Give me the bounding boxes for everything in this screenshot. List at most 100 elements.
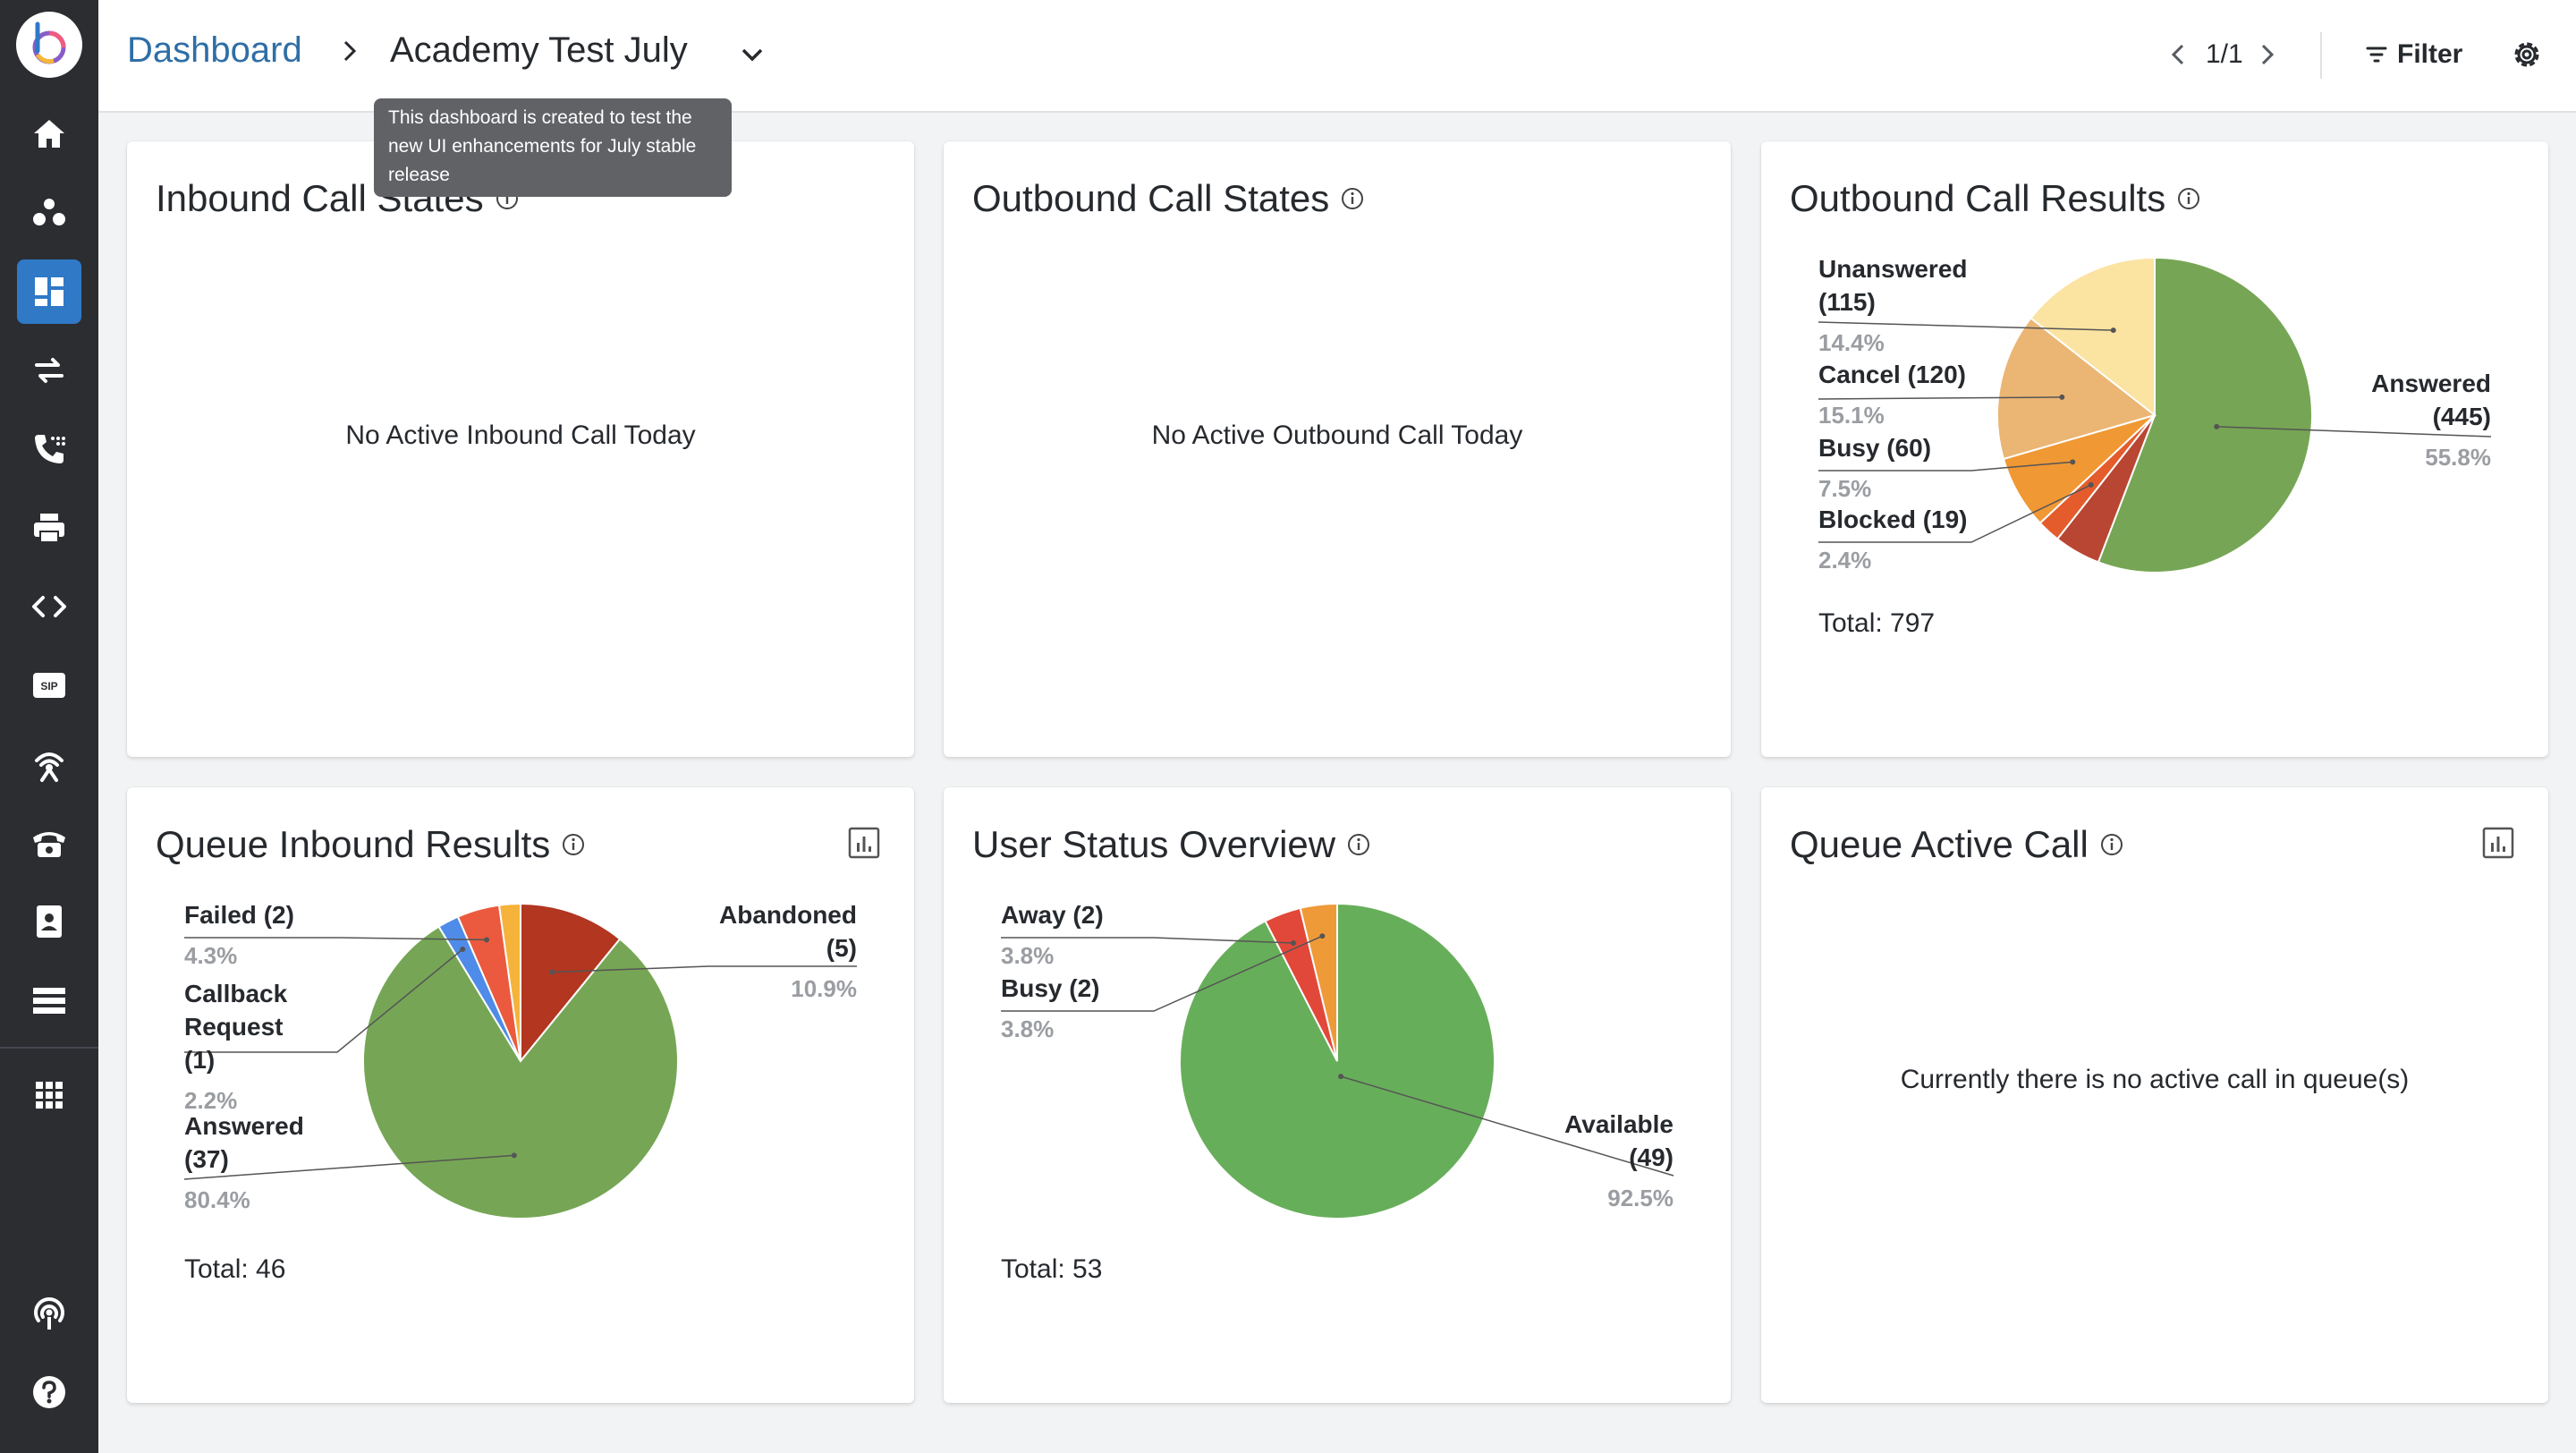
chevron-down-icon[interactable] xyxy=(737,39,767,70)
leader-dot-cancel xyxy=(2059,394,2065,400)
inbound-call-states-card: Inbound Call States No Active Inbound Ca… xyxy=(127,141,914,757)
pie-percent-unanswered: 14.4% xyxy=(1818,329,1885,356)
pager-prev-icon[interactable] xyxy=(2166,39,2190,70)
dashboard-title: Academy Test July xyxy=(390,30,688,70)
pie-label-answered: (37) xyxy=(184,1145,229,1173)
leader-dot-failed xyxy=(484,937,490,943)
pie-slice-answered[interactable] xyxy=(362,925,679,1219)
queue-active-call-title: Queue Active Call xyxy=(1790,823,2089,865)
filter-label: Filter xyxy=(2397,39,2463,69)
podcast-icon[interactable] xyxy=(17,1281,81,1346)
chart-toggle-icon[interactable] xyxy=(2480,825,2516,861)
queue-active-call-card: Queue Active Call Currently there is no … xyxy=(1761,787,2548,1403)
outbound-call-results-card: Unanswered (115) 14.4% Cancel (120) 15.1% Bus… xyxy=(1761,141,2548,757)
dashboard-icon[interactable] xyxy=(17,259,81,324)
transfer-icon[interactable] xyxy=(17,338,81,403)
sip-icon[interactable]: SIP xyxy=(17,653,81,718)
leader-line-failed xyxy=(184,937,487,941)
info-icon[interactable] xyxy=(561,832,586,857)
groups-icon[interactable] xyxy=(17,181,81,245)
chevron-right-icon xyxy=(343,40,357,62)
apps-grid-icon[interactable] xyxy=(17,1063,81,1127)
user-status-overview-card: Away (2) 3.8% Busy (2) 3.8% Available (49) 92.… xyxy=(944,787,1731,1403)
info-icon[interactable] xyxy=(2176,186,2201,211)
leader-dot-away xyxy=(1290,940,1296,947)
list-icon[interactable] xyxy=(17,968,81,1032)
pie-label-busy: Busy (2) xyxy=(1001,974,1099,1002)
code-icon[interactable] xyxy=(17,574,81,639)
pager-indicator: 1/1 xyxy=(2206,39,2243,69)
leader-line-cancel xyxy=(1818,396,2063,400)
pie-slice-other[interactable] xyxy=(497,902,521,1062)
user-status-overview-title-row: User Status Overview xyxy=(972,823,1371,866)
printer-icon[interactable] xyxy=(17,496,81,560)
pie-label-callback-request: (1) xyxy=(184,1046,215,1074)
info-icon[interactable] xyxy=(2099,832,2124,857)
info-icon[interactable] xyxy=(1346,832,1371,857)
outbound-call-states-card: Outbound Call States No Active Outbound … xyxy=(944,141,1731,757)
dashboard-description-tooltip: This dashboard is created to test the ne… xyxy=(374,98,732,197)
sip-label: SIP xyxy=(40,680,57,693)
leader-line-answered xyxy=(183,1154,514,1180)
leader-line-busy xyxy=(1001,935,1323,1012)
pie-slice-abandoned[interactable] xyxy=(520,902,622,1064)
pie-label-abandoned: Abandoned xyxy=(719,901,857,929)
pie-label-answered: Answered xyxy=(184,1112,304,1140)
home-icon[interactable] xyxy=(17,102,81,166)
pager-next-icon[interactable] xyxy=(2256,39,2279,70)
pie-percent-callback-request: 2.2% xyxy=(184,1087,237,1114)
filter-button[interactable]: Filter xyxy=(2365,36,2462,73)
help-icon[interactable] xyxy=(17,1360,81,1424)
pie-label-answered: Answered xyxy=(2371,370,2491,397)
gear-icon[interactable] xyxy=(2508,36,2546,73)
sidebar: SIP xyxy=(0,0,98,1453)
outbound-call-states-title-row: Outbound Call States xyxy=(972,177,1365,220)
pie-percent-away: 3.8% xyxy=(1001,942,1054,969)
leader-line-available xyxy=(1340,1075,1674,1177)
outbound-empty-message: No Active Outbound Call Today xyxy=(1151,421,1523,450)
pie-percent-blocked: 2.4% xyxy=(1818,547,1871,574)
pie-label-callback-request: Request xyxy=(184,1013,283,1041)
queue-active-call-title-row: Queue Active Call xyxy=(1790,823,2124,866)
app-logo[interactable] xyxy=(16,12,82,78)
pie-percent-busy: 7.5% xyxy=(1818,475,1871,502)
leader-line-answered xyxy=(2216,426,2492,438)
pie-label-available: (49) xyxy=(1629,1143,1674,1171)
pie-label-answered: (445) xyxy=(2433,403,2491,430)
pie-label-unanswered: Unanswered xyxy=(1818,255,1968,283)
pie-slice-busy[interactable] xyxy=(1299,902,1338,1062)
leader-dot-callback-request xyxy=(460,946,466,952)
leader-line-callback-request xyxy=(184,948,463,1053)
pie-percent-cancel: 15.1% xyxy=(1818,402,1885,429)
chart-toggle-icon[interactable] xyxy=(846,825,882,861)
pie-percent-answered: 80.4% xyxy=(184,1186,250,1213)
pie-slice-unanswered[interactable] xyxy=(2029,256,2156,418)
user-status-overview-title: User Status Overview xyxy=(972,823,1336,865)
outbound-results-total: Total: 797 xyxy=(1818,608,1936,638)
leader-dot-unanswered xyxy=(2110,327,2116,334)
leader-line-busy xyxy=(1818,461,2073,472)
breadcrumb-dashboard-link[interactable]: Dashboard xyxy=(127,30,302,70)
pie-label-busy: Busy (60) xyxy=(1818,434,1931,462)
user-status-total: Total: 53 xyxy=(1001,1254,1103,1284)
telephone-icon[interactable] xyxy=(17,811,81,875)
pie-percent-busy: 3.8% xyxy=(1001,1015,1054,1042)
leader-line-unanswered xyxy=(1818,321,2114,331)
pie-label-callback-request: Callback xyxy=(184,980,288,1007)
pie-label-away: Away (2) xyxy=(1001,901,1104,929)
queue-active-empty-message: Currently there is no active call in que… xyxy=(1900,1065,2410,1094)
leader-dot-busy xyxy=(1319,933,1326,939)
broadcast-icon[interactable] xyxy=(17,732,81,796)
pie-slice-answered[interactable] xyxy=(2097,256,2313,574)
pie-label-available: Available xyxy=(1564,1110,1674,1138)
pie-label-unanswered: (115) xyxy=(1818,288,1876,316)
phone-call-icon[interactable] xyxy=(17,417,81,481)
leader-dot-blocked xyxy=(2088,481,2094,488)
pie-label-blocked: Blocked (19) xyxy=(1818,506,1968,533)
user-status-overview-chart: Away (2) 3.8% Busy (2) 3.8% Available (49) 92.… xyxy=(1001,901,1674,1219)
pie-label-cancel: Cancel (120) xyxy=(1818,361,1966,388)
contacts-icon[interactable] xyxy=(17,889,81,954)
sidebar-divider xyxy=(0,1047,98,1049)
info-icon[interactable] xyxy=(1340,186,1365,211)
filter-icon xyxy=(2366,47,2387,63)
